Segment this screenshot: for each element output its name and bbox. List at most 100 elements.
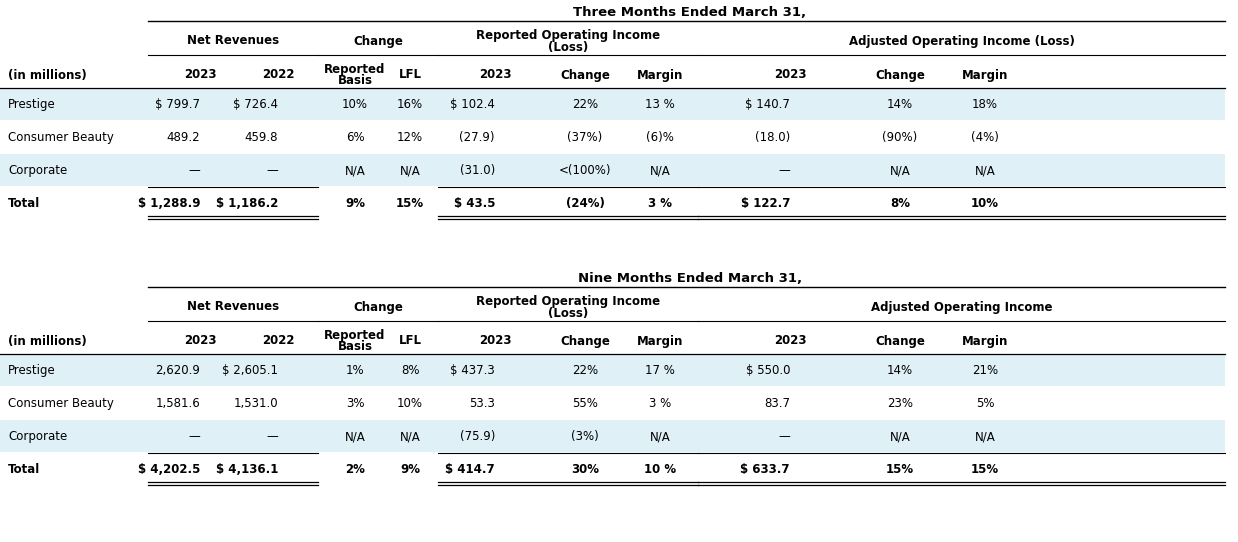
Text: 2023: 2023 bbox=[774, 68, 806, 81]
Text: $ 4,136.1: $ 4,136.1 bbox=[215, 463, 279, 476]
Text: 8%: 8% bbox=[401, 364, 420, 377]
Text: LFL: LFL bbox=[399, 68, 421, 81]
Text: 459.8: 459.8 bbox=[244, 131, 279, 144]
Text: Margin: Margin bbox=[962, 68, 1008, 81]
Text: 18%: 18% bbox=[972, 98, 998, 111]
Text: 30%: 30% bbox=[571, 463, 599, 476]
Text: 13 %: 13 % bbox=[645, 98, 675, 111]
Text: 23%: 23% bbox=[886, 397, 912, 410]
Text: 15%: 15% bbox=[886, 463, 914, 476]
Text: (3%): (3%) bbox=[571, 430, 599, 443]
Text: Adjusted Operating Income (Loss): Adjusted Operating Income (Loss) bbox=[848, 35, 1075, 48]
Text: —: — bbox=[779, 430, 790, 443]
Text: 21%: 21% bbox=[972, 364, 998, 377]
Text: Change: Change bbox=[353, 300, 402, 313]
Text: Prestige: Prestige bbox=[7, 364, 56, 377]
Text: $ 122.7: $ 122.7 bbox=[740, 197, 790, 210]
Text: N/A: N/A bbox=[650, 430, 670, 443]
Text: Change: Change bbox=[560, 334, 610, 347]
Text: —: — bbox=[188, 430, 201, 443]
Text: 9%: 9% bbox=[345, 197, 365, 210]
Text: 55%: 55% bbox=[572, 397, 598, 410]
Text: 3 %: 3 % bbox=[647, 197, 672, 210]
Text: Reported: Reported bbox=[324, 328, 386, 341]
Text: Adjusted Operating Income: Adjusted Operating Income bbox=[870, 300, 1052, 313]
Text: 14%: 14% bbox=[886, 364, 914, 377]
Text: Consumer Beauty: Consumer Beauty bbox=[7, 131, 114, 144]
Text: $ 1,186.2: $ 1,186.2 bbox=[215, 197, 279, 210]
Text: 2023: 2023 bbox=[774, 334, 806, 347]
Text: Change: Change bbox=[875, 334, 925, 347]
Text: $ 102.4: $ 102.4 bbox=[451, 98, 495, 111]
Text: N/A: N/A bbox=[650, 164, 670, 177]
Text: $ 4,202.5: $ 4,202.5 bbox=[137, 463, 201, 476]
Text: Basis: Basis bbox=[338, 340, 373, 353]
Text: 17 %: 17 % bbox=[645, 364, 675, 377]
Text: Margin: Margin bbox=[636, 68, 683, 81]
Text: 2,620.9: 2,620.9 bbox=[155, 364, 201, 377]
Text: 1,581.6: 1,581.6 bbox=[155, 397, 201, 410]
Text: Change: Change bbox=[560, 68, 610, 81]
Text: $ 43.5: $ 43.5 bbox=[453, 197, 495, 210]
Text: 2022: 2022 bbox=[261, 68, 295, 81]
Text: 6%: 6% bbox=[345, 131, 364, 144]
Text: N/A: N/A bbox=[890, 164, 910, 177]
Text: (37%): (37%) bbox=[567, 131, 603, 144]
Text: Total: Total bbox=[7, 197, 41, 210]
Text: 53.3: 53.3 bbox=[469, 397, 495, 410]
Text: N/A: N/A bbox=[400, 164, 421, 177]
Text: $ 799.7: $ 799.7 bbox=[155, 98, 201, 111]
Text: Total: Total bbox=[7, 463, 41, 476]
Text: N/A: N/A bbox=[974, 164, 995, 177]
Text: —: — bbox=[266, 164, 279, 177]
Text: 8%: 8% bbox=[890, 197, 910, 210]
Text: N/A: N/A bbox=[344, 164, 365, 177]
FancyBboxPatch shape bbox=[0, 88, 1224, 120]
Text: N/A: N/A bbox=[890, 430, 910, 443]
Text: —: — bbox=[266, 430, 279, 443]
Text: 10%: 10% bbox=[971, 197, 999, 210]
Text: Net Revenues: Net Revenues bbox=[187, 300, 279, 313]
Text: LFL: LFL bbox=[399, 334, 421, 347]
Text: 12%: 12% bbox=[397, 131, 423, 144]
Text: (75.9): (75.9) bbox=[459, 430, 495, 443]
Text: 22%: 22% bbox=[572, 98, 598, 111]
Text: Reported Operating Income: Reported Operating Income bbox=[475, 295, 660, 308]
Text: N/A: N/A bbox=[344, 430, 365, 443]
Text: Net Revenues: Net Revenues bbox=[187, 35, 279, 48]
Text: (4%): (4%) bbox=[971, 131, 999, 144]
Text: $ 726.4: $ 726.4 bbox=[233, 98, 279, 111]
Text: (24%): (24%) bbox=[566, 197, 604, 210]
Text: 22%: 22% bbox=[572, 364, 598, 377]
Text: Margin: Margin bbox=[962, 334, 1008, 347]
Text: Corporate: Corporate bbox=[7, 430, 67, 443]
Text: $ 2,605.1: $ 2,605.1 bbox=[222, 364, 279, 377]
Text: 489.2: 489.2 bbox=[166, 131, 201, 144]
Text: 1,531.0: 1,531.0 bbox=[234, 397, 279, 410]
FancyBboxPatch shape bbox=[0, 354, 1224, 386]
Text: $ 140.7: $ 140.7 bbox=[745, 98, 790, 111]
Text: Change: Change bbox=[875, 68, 925, 81]
Text: Margin: Margin bbox=[636, 334, 683, 347]
Text: Three Months Ended March 31,: Three Months Ended March 31, bbox=[573, 5, 807, 18]
Text: 10 %: 10 % bbox=[644, 463, 676, 476]
Text: 83.7: 83.7 bbox=[764, 397, 790, 410]
Text: Corporate: Corporate bbox=[7, 164, 67, 177]
Text: <(100%): <(100%) bbox=[558, 164, 612, 177]
Text: 2023: 2023 bbox=[479, 68, 511, 81]
Text: $ 414.7: $ 414.7 bbox=[446, 463, 495, 476]
FancyBboxPatch shape bbox=[0, 154, 1224, 186]
FancyBboxPatch shape bbox=[0, 420, 1224, 452]
Text: 3%: 3% bbox=[345, 397, 364, 410]
Text: $ 437.3: $ 437.3 bbox=[451, 364, 495, 377]
Text: —: — bbox=[188, 164, 201, 177]
Text: N/A: N/A bbox=[400, 430, 421, 443]
Text: 10%: 10% bbox=[397, 397, 423, 410]
Text: (in millions): (in millions) bbox=[7, 334, 87, 347]
Text: Reported Operating Income: Reported Operating Income bbox=[475, 29, 660, 42]
Text: —: — bbox=[779, 164, 790, 177]
Text: 3 %: 3 % bbox=[649, 397, 671, 410]
Text: 15%: 15% bbox=[396, 197, 425, 210]
Text: $ 550.0: $ 550.0 bbox=[745, 364, 790, 377]
Text: 2023: 2023 bbox=[183, 334, 217, 347]
